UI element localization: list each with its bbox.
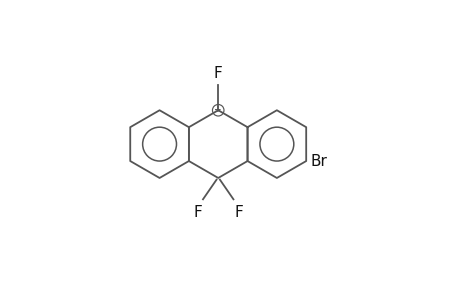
Text: F: F xyxy=(213,66,222,81)
Text: Br: Br xyxy=(309,154,326,169)
Text: +: + xyxy=(214,106,222,115)
Text: F: F xyxy=(234,205,242,220)
Text: F: F xyxy=(193,205,202,220)
